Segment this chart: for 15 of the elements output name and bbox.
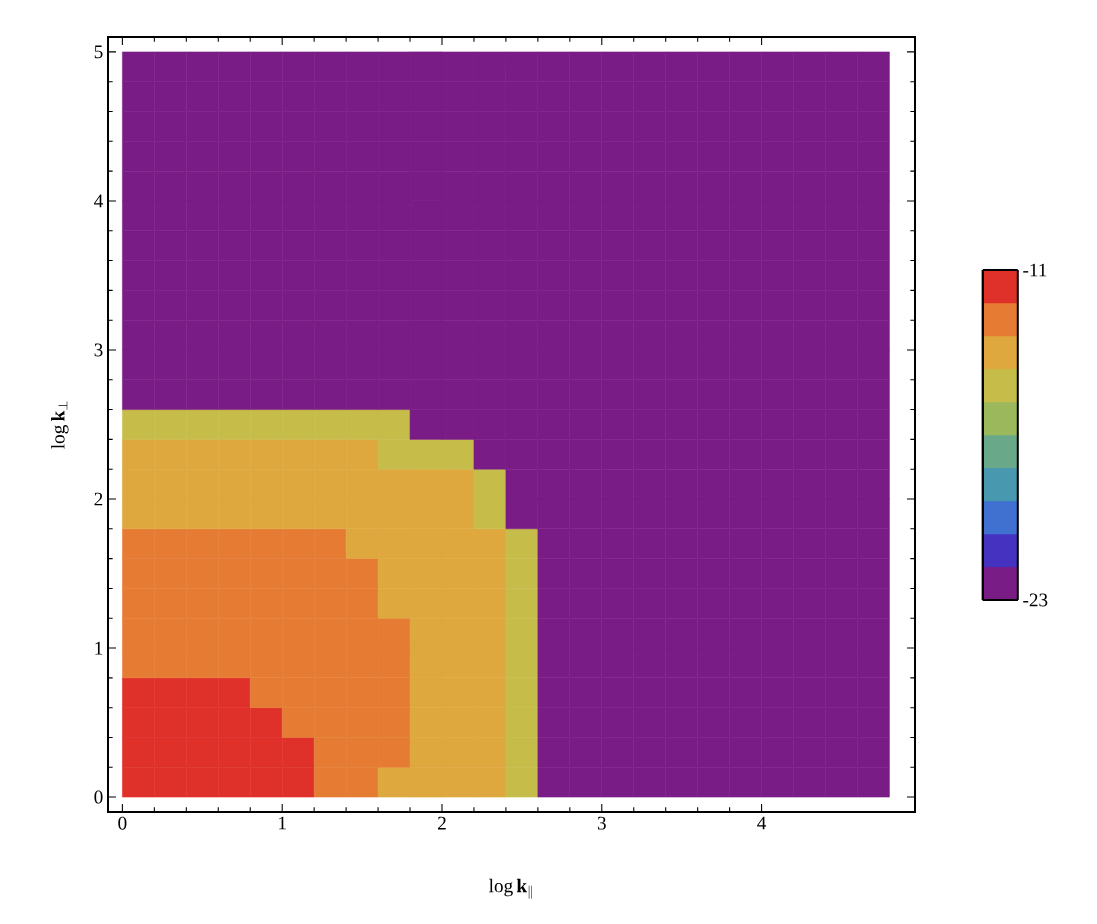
y-tick-label: 0 — [94, 790, 103, 804]
x-tick-label: 0 — [118, 816, 127, 830]
x-tick-label: 1 — [279, 816, 286, 830]
y-tick-label: 1 — [95, 641, 103, 655]
y-tick-label: 4 — [94, 194, 103, 208]
x-tick-label: 4 — [757, 816, 767, 830]
x-tick-label: 3 — [597, 816, 606, 830]
y-tick-label: 2 — [94, 492, 103, 506]
color-bar-label: -11 — [1023, 263, 1047, 277]
x-tick-label: 2 — [438, 816, 446, 830]
y-tick-label: 5 — [94, 45, 103, 59]
y-axis-title: $\log \mathbf{k}_\perp$ — [51, 401, 69, 449]
y-tick-label: 3 — [94, 343, 103, 357]
color-bar-label: -23 — [1023, 593, 1048, 607]
x-axis-title: $\log \mathbf{k}_\parallel$ — [489, 878, 532, 899]
